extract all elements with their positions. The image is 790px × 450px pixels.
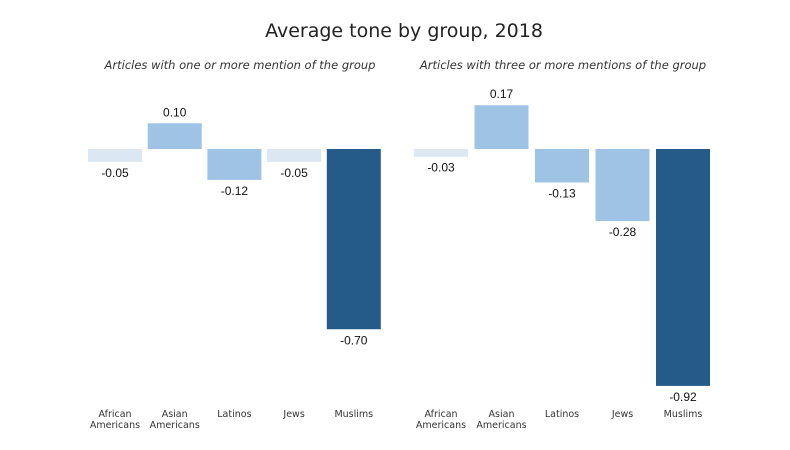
data-label-muslims: -0.92 — [669, 390, 697, 404]
left-panel-subtitle: Articles with one or more mention of the… — [104, 58, 376, 72]
right-panel: Articles with three or more mentions of … — [414, 58, 710, 431]
data-label-african-americans: -0.05 — [101, 166, 129, 180]
tick-label-muslims: Muslims — [664, 409, 703, 420]
bar-jews — [267, 149, 322, 162]
tick-label-latinos: Latinos — [217, 409, 251, 420]
bar-african-americans — [88, 149, 142, 162]
data-label-latinos: -0.13 — [548, 186, 576, 200]
tick-label-jews: Jews — [282, 409, 304, 420]
bar-asian-americans — [474, 105, 529, 149]
tick-label-asian-americans: Asian Americans — [150, 409, 200, 431]
tick-label-muslims: Muslims — [334, 409, 373, 420]
tick-label-asian-americans: Asian Americans — [476, 409, 526, 431]
data-label-muslims: -0.70 — [340, 333, 368, 347]
tick-label-african-americans: African Americans — [90, 409, 140, 431]
data-label-asian-americans: 0.17 — [490, 87, 514, 101]
chart-title: Average tone by group, 2018 — [265, 20, 543, 42]
bar-muslims — [656, 149, 710, 386]
bar-jews — [595, 149, 650, 222]
data-label-latinos: -0.12 — [221, 184, 249, 198]
left-panel: Articles with one or more mention of the… — [88, 58, 381, 431]
bar-latinos — [535, 149, 589, 183]
bar-african-americans — [414, 149, 468, 157]
tick-label-latinos: Latinos — [545, 409, 579, 420]
data-label-african-americans: -0.03 — [427, 161, 455, 175]
bar-muslims — [326, 149, 381, 330]
tick-label-jews: Jews — [611, 409, 633, 420]
bar-asian-americans — [147, 123, 202, 149]
right-panel-subtitle: Articles with three or more mentions of … — [419, 58, 706, 72]
bar-latinos — [207, 149, 262, 180]
data-label-jews: -0.05 — [280, 166, 308, 180]
data-label-asian-americans: 0.10 — [163, 105, 187, 119]
tick-label-african-americans: African Americans — [416, 409, 466, 431]
data-label-jews: -0.28 — [609, 225, 637, 239]
